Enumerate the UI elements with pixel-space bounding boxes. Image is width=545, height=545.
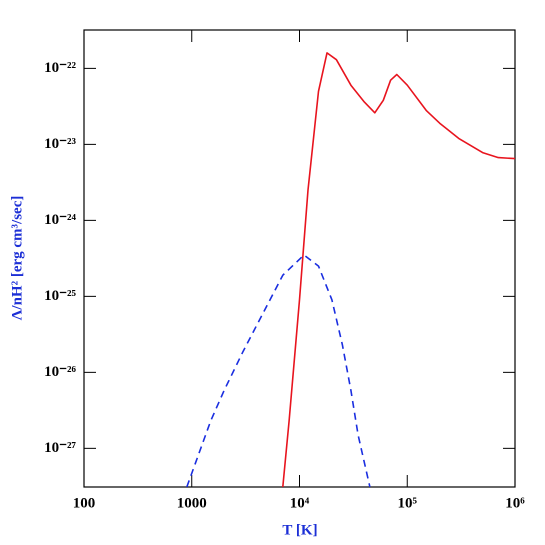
y-tick-label: 10⁻²⁵ — [44, 288, 76, 304]
y-tick-label: 10⁻²² — [44, 60, 76, 76]
y-tick-label: 10⁻²⁶ — [44, 364, 76, 380]
x-tick-label: 100 — [73, 495, 96, 511]
series-line — [186, 254, 371, 487]
plot-area — [186, 52, 515, 487]
y-tick-label: 10⁻²⁷ — [44, 440, 76, 456]
x-tick-label: 10⁴ — [290, 495, 310, 511]
y-tick-label: 10⁻²⁴ — [44, 212, 76, 228]
x-axis-label: T [K] — [282, 522, 317, 538]
y-tick-label: 10⁻²³ — [44, 136, 76, 152]
y-axis-label: Λ/nH² [erg cm³/sec] — [9, 196, 25, 321]
x-tick-label: 1000 — [177, 495, 207, 511]
x-tick-label: 10⁵ — [398, 495, 418, 511]
x-tick-label: 10⁶ — [505, 495, 525, 511]
series-line — [282, 52, 515, 487]
